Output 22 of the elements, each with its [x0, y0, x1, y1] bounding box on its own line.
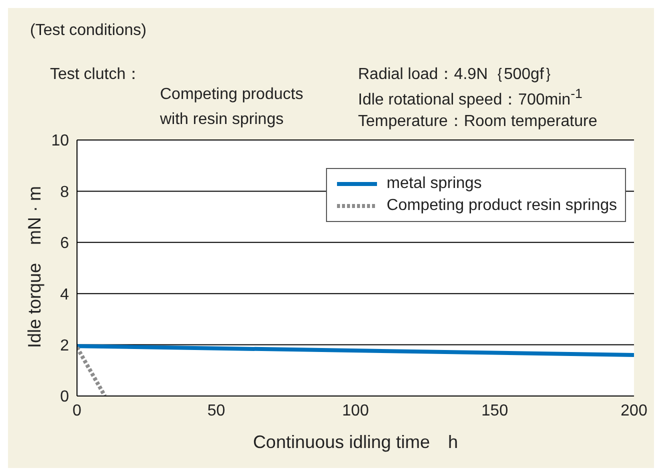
y-axis-title: Idle torque mN · m: [24, 186, 44, 348]
y-tick-label: 2: [60, 337, 70, 354]
y-tick-label: 0: [60, 388, 70, 406]
x-tick-label: 50: [207, 402, 226, 420]
y-tick-label: 10: [51, 132, 70, 150]
x-tick-label: 200: [620, 402, 648, 420]
text: with resin springs: [160, 111, 284, 129]
x-tick-label: 150: [481, 402, 508, 420]
text: Radial load：4.9N｛500gf｝: [358, 65, 560, 85]
y-tick-label: 8: [60, 184, 70, 201]
text: Idle rotational speed：700min$^{-1}$: [358, 86, 582, 110]
x-tick-label: 0: [72, 402, 82, 420]
text: Temperature：Room temperature: [358, 112, 598, 132]
x-axis-title: Continuous idling time h: [252, 432, 458, 452]
text: (Test conditions): [30, 22, 146, 40]
legend-label: metal springs: [386, 175, 482, 193]
text: Test clutch：: [50, 65, 142, 85]
legend-label: Competing product resin springs: [386, 197, 617, 215]
text: Competing products: [160, 86, 304, 104]
y-tick-label: 6: [60, 235, 70, 252]
x-tick-label: 100: [342, 402, 369, 420]
y-tick-label: 4: [60, 286, 70, 304]
